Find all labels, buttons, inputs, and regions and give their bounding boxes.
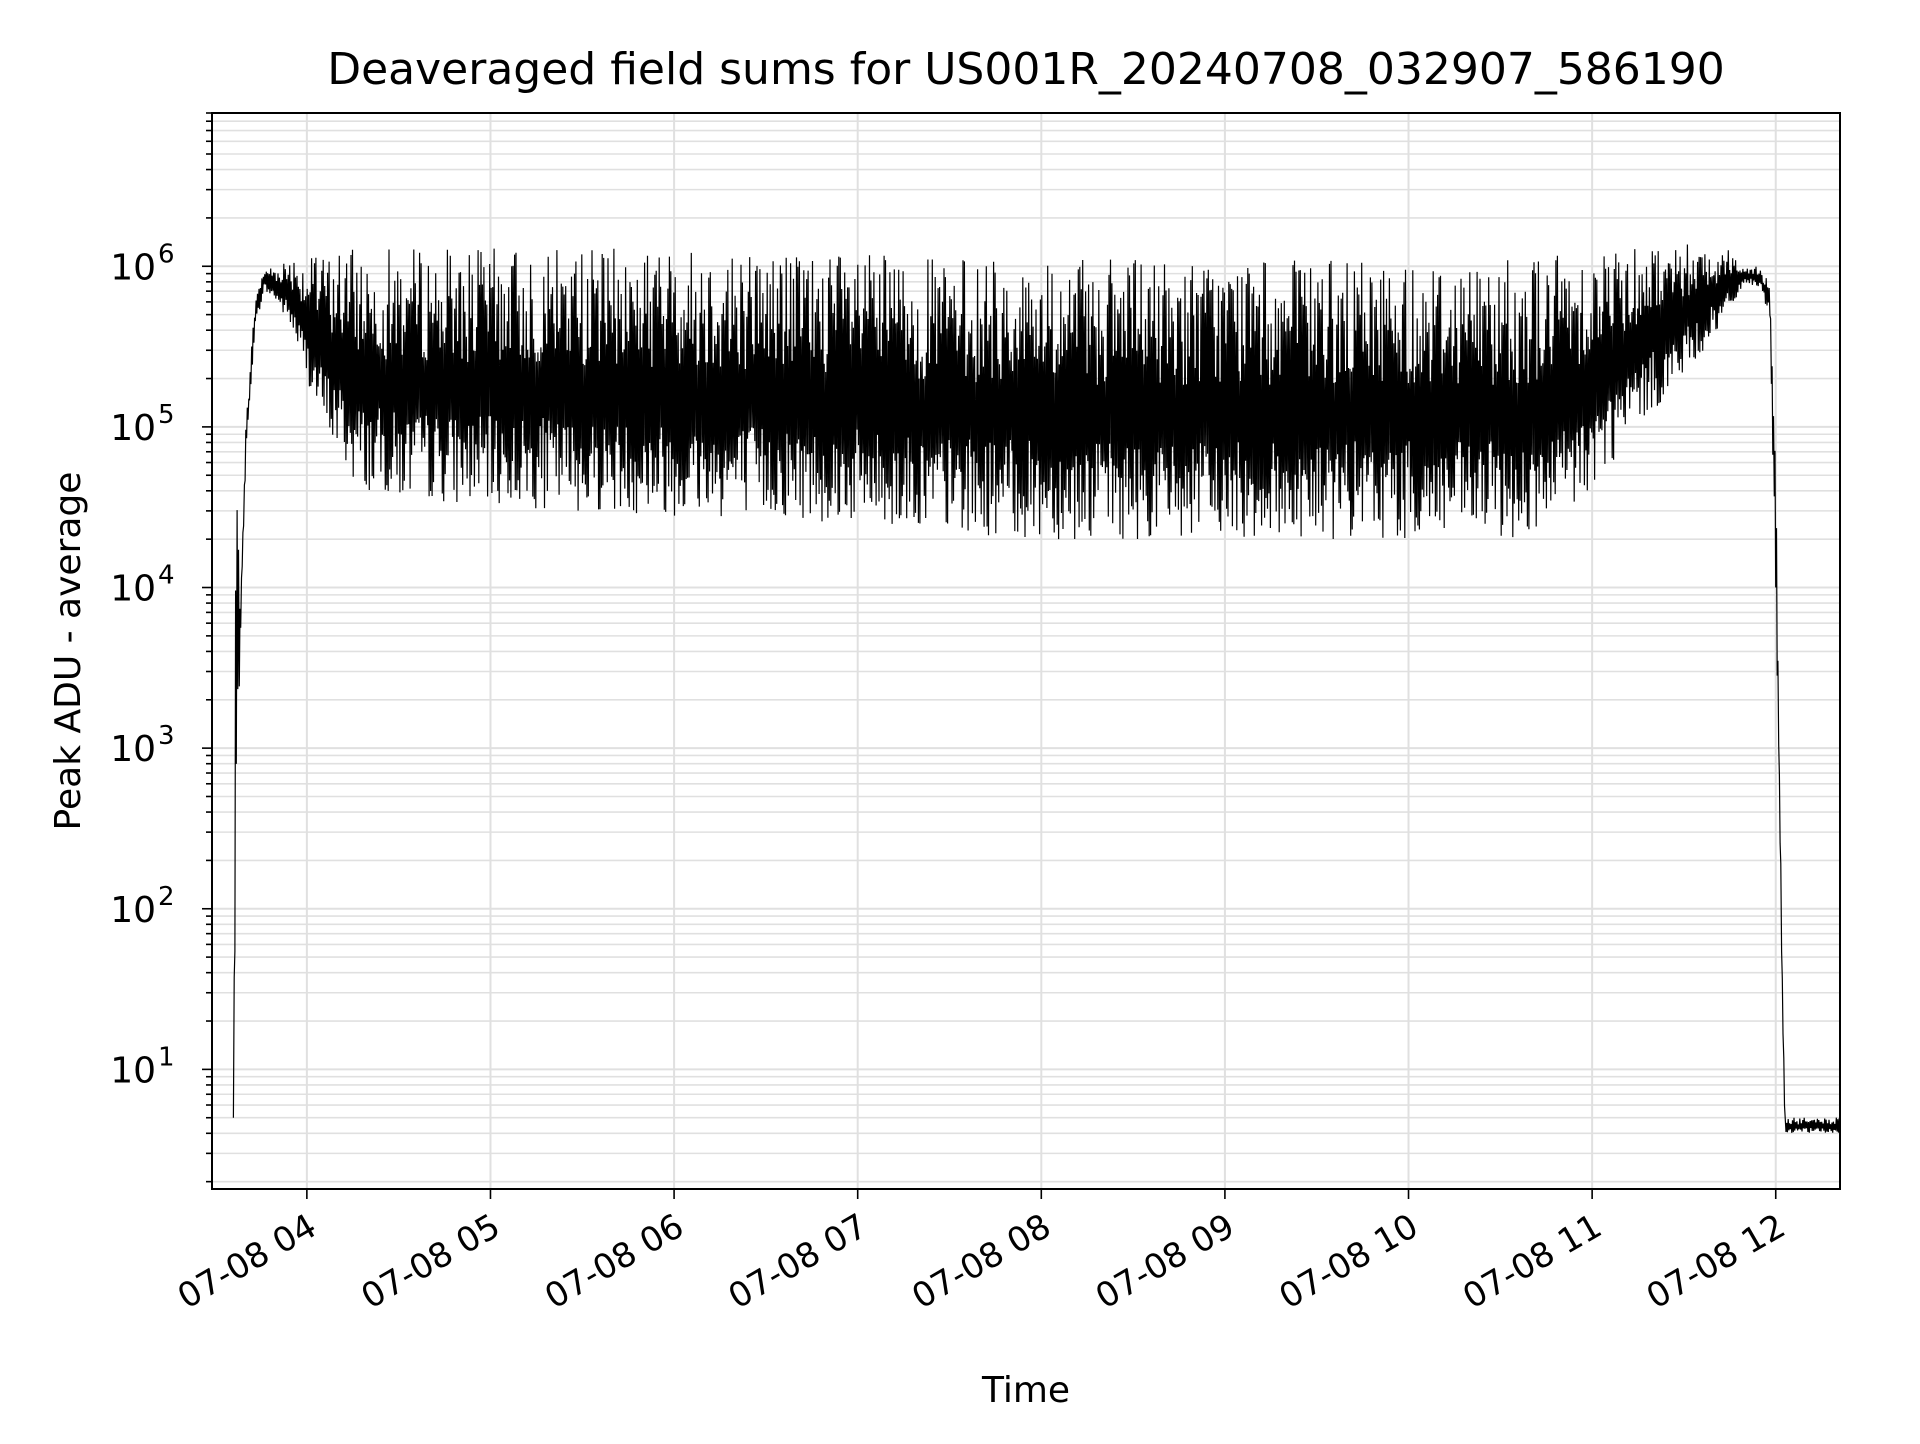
y-tick-label: 10 (110, 247, 156, 288)
y-tick-label: 10 (110, 890, 156, 931)
x-axis-label: Time (981, 1370, 1070, 1411)
y-tick-label: 10 (110, 729, 156, 770)
y-tick-label: 10 (110, 1050, 156, 1091)
y-tick-exponent: 2 (158, 882, 175, 912)
y-axis-label: Peak ADU - average (48, 472, 89, 831)
y-tick-exponent: 1 (158, 1042, 175, 1072)
y-tick-label: 10 (110, 408, 156, 449)
y-tick-exponent: 4 (158, 561, 175, 591)
y-tick-exponent: 6 (158, 239, 175, 269)
chart-title: Deaveraged field sums for US001R_2024070… (327, 44, 1725, 95)
y-tick-exponent: 3 (158, 721, 175, 751)
y-tick-label: 10 (110, 569, 156, 610)
series-line (232, 244, 1841, 1133)
y-tick-exponent: 5 (158, 400, 175, 430)
